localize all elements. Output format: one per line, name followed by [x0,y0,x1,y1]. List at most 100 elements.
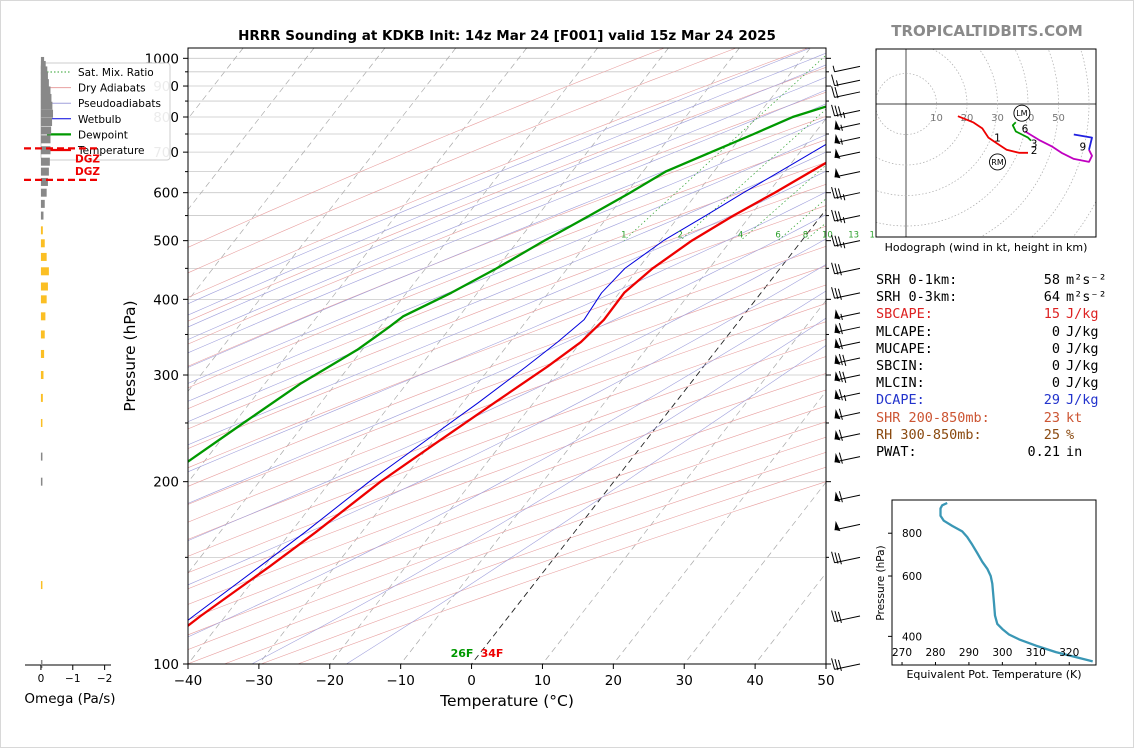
theta-e-y-label: Pressure (hPa) [875,545,887,620]
storm-motion-label: RM [991,158,1004,167]
dry-adiabat-line [188,162,826,410]
wind-barb-full [834,210,839,222]
wind-barb-flag [834,148,841,159]
theta-e-y-tick-label: 800 [902,528,922,540]
omega-ticks: 0 −1 −2 [38,665,112,685]
legend-label: Wetbulb [78,114,122,126]
wind-barb [832,65,861,73]
wind-barb-staff [834,663,861,670]
omega-bar [40,452,43,461]
wind-barb-full [837,659,842,671]
dry-adiabat-line [188,139,826,389]
stat-row: SRH 0-1km: 58 m²s⁻² [876,272,1107,289]
stat-unit: kt [1066,409,1083,426]
wind-barb [834,389,861,402]
omega-bar [40,117,53,126]
wind-barb-full [842,371,847,383]
wind-barb-half [842,217,846,224]
mixing-ratio-label: 4 [738,231,743,241]
wind-barb-flag [834,120,841,131]
pseudoadiabat-line [188,103,826,368]
theta-e-x-tick-label: 320 [1059,647,1079,659]
omega-bar [40,349,45,358]
x-tick-label: 50 [817,673,834,689]
wind-barb-full [831,104,836,117]
mixing-ratio-label: 16 [870,231,881,241]
x-tick-label: 10 [534,673,551,689]
dry-adiabat-line [188,183,826,430]
omega-bar [40,167,49,176]
stat-unit: J/kg [1066,375,1099,392]
wind-barb [834,120,861,131]
hodograph-background [876,49,1096,237]
stat-value: 29 [1043,392,1060,409]
wind-barb-flag [834,338,841,349]
theta-e-panel: 270 280 290 300 310 320 400 600 800 Equivalent P… [875,499,1097,681]
wind-barb-full [831,186,836,199]
stat-label: SBCAPE: [876,306,933,323]
omega-bar [40,418,43,427]
legend-label: Pseudoadiabats [78,98,161,110]
isotherm-line [188,48,315,211]
hodograph-height-label: 1 [994,133,1001,145]
stat-unit: J/kg [1066,392,1099,409]
mixing-ratio-line [623,54,826,241]
wind-barb-staff [834,192,861,199]
stat-unit: in [1066,444,1083,460]
wind-barb-full [837,236,842,248]
hodograph-caption: Hodograph (wind in kt, height in km) [885,241,1088,254]
omega-bar [40,581,43,590]
hodograph-trace [1024,130,1093,163]
isotherm-line [188,48,386,302]
wind-barb [834,452,861,464]
isotherm-line [400,118,826,664]
wind-barb-half [840,313,843,321]
omega-tick-label: −1 [65,673,80,685]
pseudoadiabat-line [188,76,826,340]
omega-bars [40,56,54,668]
omega-bar [40,71,48,80]
wind-barb-half [842,194,846,201]
isotherm-line [188,48,669,664]
hodograph-frame [875,48,1097,238]
dry-adiabat-line [188,48,665,248]
dry-adiabat-line [188,284,826,523]
stat-row: MLCAPE: 0 J/kg [876,324,1099,341]
pseudoadiabat-line [346,345,826,664]
wind-barb [834,338,861,350]
wind-barb-full [831,86,836,98]
y-tick-label: 600 [153,186,179,202]
wind-barb-staff [834,79,861,87]
legend-label: Sat. Mix. Ratio [78,67,154,79]
wind-barb [831,86,861,99]
surface-dewpoint-label: 26F [451,647,474,660]
pseudoadiabat-line [188,48,811,305]
stat-row: SBCAPE: 15 J/kg [876,306,1099,323]
skewt-axes-frame [187,47,827,665]
storm-motion-label: LM [1016,109,1027,118]
wind-barb-full [837,611,842,624]
omega-bar [40,66,48,75]
omega-bar [40,157,50,166]
wind-barb-flag [834,354,841,365]
theta-e-profile-line [939,501,1093,663]
surface-temperature-label: 34F [481,647,504,660]
wind-barb-flag [834,430,841,441]
stat-row: DCAPE: 29 J/kg [876,392,1099,409]
wind-barb-flag [834,453,841,464]
dry-adiabat-line [188,373,826,605]
wind-barb-full [838,370,843,383]
wind-barb-staff [834,267,861,275]
dry-adiabat-line [188,405,826,636]
theta-e-x-tick-label: 270 [892,647,912,659]
stat-value: 0 [1051,375,1060,392]
wind-barb-staff [834,240,861,247]
stat-label: RH 300-850mb: [876,426,982,443]
stat-row: RH 300-850mb: 25% [876,426,1074,444]
theta-e-x-tick-label: 300 [992,647,1012,659]
wind-barb-flag [834,371,841,382]
stat-unit: m²s⁻² [1066,289,1107,306]
wind-barb [834,168,861,179]
wind-barb-full [838,338,843,350]
pseudoadiabat-line [188,89,826,354]
